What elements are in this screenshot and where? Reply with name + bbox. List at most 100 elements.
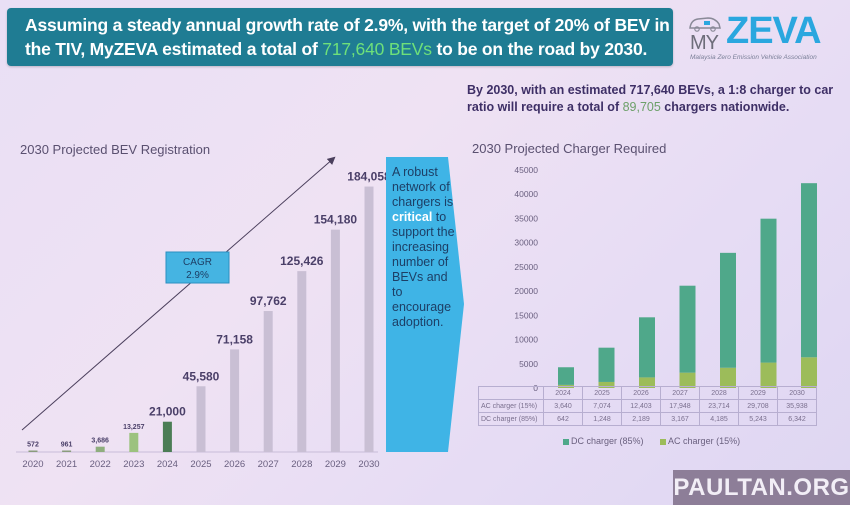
x-tick-2025: 2025 (190, 459, 211, 470)
data-label-2027: 97,762 (250, 294, 287, 308)
cagr-label: CAGR (183, 257, 212, 268)
y-tick-40000: 40000 (514, 189, 538, 199)
bar-2027 (263, 311, 273, 452)
data-label-2028: 125,426 (280, 254, 324, 268)
bar-2022 (95, 446, 105, 452)
callout-arrow: A robust network of chargers is critical… (386, 157, 464, 452)
legend-label: AC charger (15%) (668, 436, 741, 446)
callout-arrow-shape (386, 157, 464, 452)
data-label-2025: 45,580 (183, 369, 220, 383)
note-text: By 2030, with an estimated 717,640 BEVs,… (467, 83, 834, 114)
table-cell: 29,708 (738, 399, 778, 413)
data-label-2020: 572 (27, 442, 39, 449)
bar-lower-2026 (639, 377, 655, 388)
x-tick-2028: 2028 (291, 459, 312, 470)
bar-2025 (196, 386, 206, 452)
data-label-2023: 13,257 (123, 424, 145, 431)
data-label-2026: 71,158 (216, 332, 253, 346)
y-tick-25000: 25000 (514, 262, 538, 272)
y-tick-20000: 20000 (514, 286, 538, 296)
logo-tagline: Malaysia Zero Emission Vehicle Associati… (690, 54, 817, 61)
table-cell: 12,403 (621, 399, 661, 413)
data-label-2022: 3,686 (91, 438, 109, 445)
bar-upper-2028 (720, 252, 736, 368)
legend-swatch-ac (660, 438, 667, 445)
bar-upper-2027 (679, 285, 696, 373)
x-tick-2029: 2029 (325, 459, 346, 470)
data-label-2024: 21,000 (149, 405, 186, 419)
headline-banner: Assuming a steady annual growth rate of … (7, 8, 673, 66)
callout-text: A robust network of chargers is critical… (392, 165, 460, 330)
table-year: 2024 (543, 386, 583, 400)
callout-text-end: to support the increasing number of BEVs… (392, 210, 455, 329)
x-tick-2024: 2024 (157, 459, 178, 470)
bar-upper-2024 (558, 367, 574, 385)
logo-zeva: ZEVA (726, 10, 822, 52)
table-cell: 6,342 (777, 412, 817, 426)
table-row-ac: AC charger (15%) 3,640 7,074 12,403 17,9… (478, 399, 817, 413)
table-year: 2025 (582, 386, 622, 400)
cagr-value: 2.9% (186, 270, 209, 281)
legend-label: DC charger (85%) (571, 436, 644, 446)
cagr-box-bg (165, 251, 230, 284)
y-tick-10000: 10000 (514, 335, 538, 345)
legend-item-ac: AC charger (15%) (660, 436, 740, 446)
table-row-dc: DC charger (85%) 642 1,248 2,189 3,167 4… (478, 412, 817, 426)
table-corner (478, 386, 544, 400)
bar-2026 (230, 349, 240, 452)
bar-upper-2026 (639, 317, 655, 378)
x-tick-2026: 2026 (224, 459, 245, 470)
x-tick-2022: 2022 (90, 459, 111, 470)
table-cell: 35,938 (777, 399, 817, 413)
charger-total-highlight: 89,705 (622, 100, 661, 114)
x-tick-2030: 2030 (358, 459, 379, 470)
y-tick-35000: 35000 (514, 213, 538, 223)
table-year: 2029 (738, 386, 778, 400)
bev-total-highlight: 717,640 BEVs (322, 39, 432, 59)
bar-lower-2029 (760, 362, 777, 388)
table-cell: 23,714 (699, 399, 739, 413)
bar-lower-2028 (720, 367, 736, 388)
row-label: AC charger (15%) (478, 399, 544, 413)
table-cell: 17,948 (660, 399, 700, 413)
logo-my: MY (690, 32, 719, 54)
cagr-box: CAGR 2.9% (165, 251, 230, 284)
table-cell: 1,248 (582, 412, 622, 426)
table-cell: 5,243 (738, 412, 778, 426)
data-label-2030: 184,058 (347, 170, 390, 184)
legend-item-dc: DC charger (85%) (563, 436, 644, 446)
bar-upper-2025 (598, 347, 615, 382)
legend-swatch-dc (563, 438, 569, 445)
data-label-2021: 961 (61, 442, 73, 449)
x-tick-2023: 2023 (123, 459, 144, 470)
myzeva-logo: MY ZEVA Malaysia Zero Emission Vehicle A… (686, 10, 846, 65)
y-tick-5000: 5000 (519, 359, 538, 369)
x-tick-2020: 2020 (22, 459, 43, 470)
bar-lower-2030 (801, 357, 817, 388)
bev-chart-title: 2030 Projected BEV Registration (20, 142, 211, 157)
row-label: DC charger (85%) (478, 412, 544, 426)
bar-lower-2027 (679, 372, 696, 388)
y-tick-15000: 15000 (514, 310, 538, 320)
bar-2030 (364, 186, 374, 453)
table-year: 2028 (699, 386, 739, 400)
watermark: PAULTAN.ORG (673, 470, 850, 505)
headline-text-end: to be on the road by 2030. (431, 39, 648, 59)
callout-text-start: A robust network of chargers is (392, 165, 454, 209)
x-tick-2021: 2021 (56, 459, 77, 470)
x-tick-2027: 2027 (258, 459, 279, 470)
bar-2028 (297, 271, 307, 452)
y-tick-45000: 45000 (514, 165, 538, 175)
callout-critical: critical (392, 210, 433, 224)
cagr-trend-arrow (21, 156, 336, 431)
table-cell: 3,167 (660, 412, 700, 426)
table-cell: 642 (543, 412, 583, 426)
data-label-2029: 154,180 (314, 213, 358, 227)
ev-car-plug-icon (689, 17, 721, 32)
bar-2021 (62, 450, 72, 452)
charger-summary-note: By 2030, with an estimated 717,640 BEVs,… (467, 82, 847, 116)
charger-data-table: 2024 2025 2026 2027 2028 2029 2030 AC ch… (478, 386, 817, 426)
bar-2024 (162, 421, 172, 452)
charger-chart-legend: DC charger (85%) AC charger (15%) (563, 436, 754, 446)
y-tick-30000: 30000 (514, 238, 538, 248)
